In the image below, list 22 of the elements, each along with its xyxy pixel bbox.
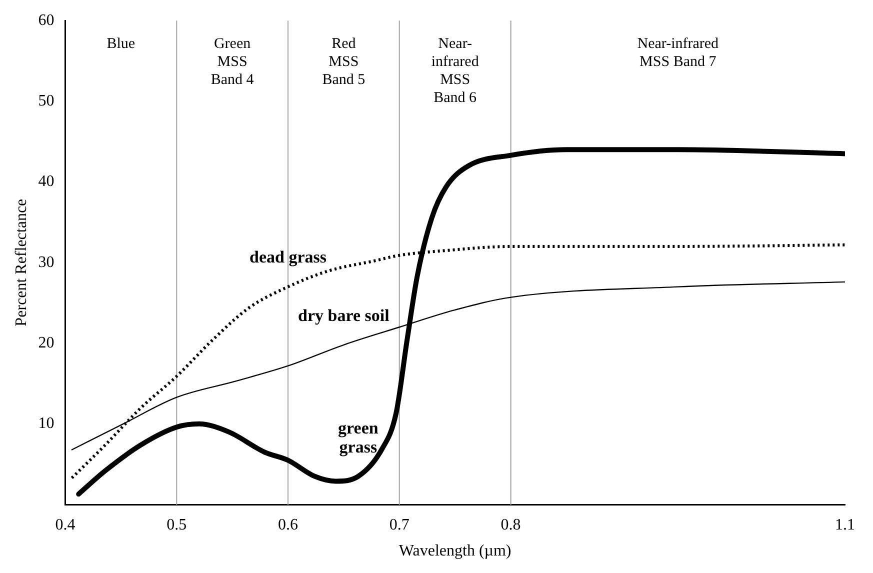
- x-tick-label: 1.1: [835, 516, 855, 534]
- x-tick-label: 0.4: [55, 516, 76, 534]
- series-label: dead grass: [250, 248, 327, 267]
- y-tick-label: 40: [38, 173, 54, 190]
- y-axis-title: Percent Reflectance: [12, 198, 30, 326]
- x-axis-title: Wavelength (µm): [398, 542, 512, 560]
- x-tick-label: 0.8: [500, 516, 521, 534]
- y-tick-label: 30: [38, 254, 54, 271]
- series-label: green grass: [338, 418, 379, 456]
- x-tick-label: 0.6: [278, 516, 298, 534]
- series-label: dry bare soil: [298, 306, 390, 325]
- y-tick-label: 50: [38, 92, 54, 110]
- annotation: Near- infrared MSS Band 6: [431, 36, 480, 106]
- annotation: Near-infrared MSS Band 7: [637, 36, 720, 70]
- x-tick-label: 0.5: [166, 516, 187, 534]
- y-tick-label: 60: [38, 12, 54, 29]
- annotation: Red MSS Band 5: [322, 36, 366, 88]
- y-tick-label: 10: [38, 415, 54, 432]
- x-tick-label: 0.7: [389, 516, 410, 534]
- annotation: Green MSS Band 4: [210, 36, 254, 88]
- annotation: Blue: [106, 36, 136, 52]
- y-tick-label: 20: [38, 334, 54, 352]
